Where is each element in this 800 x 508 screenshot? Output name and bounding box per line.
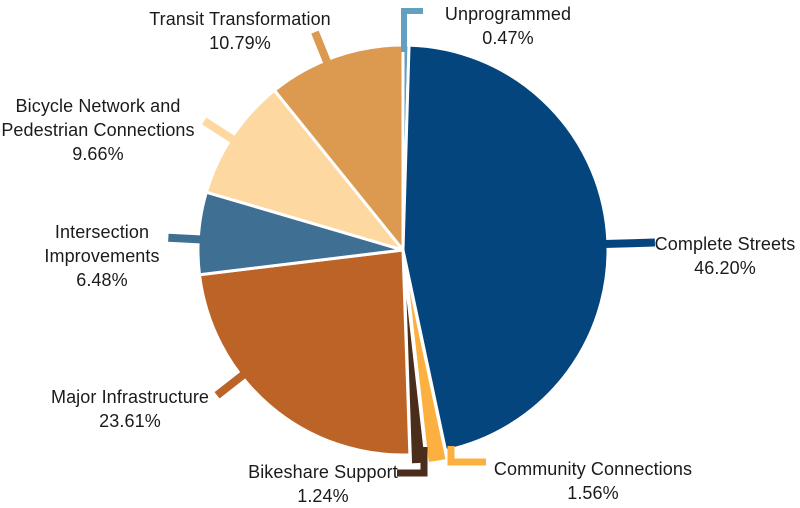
- slice-percent-text: 9.66%: [72, 144, 124, 164]
- slice-percent-text: 1.24%: [297, 486, 349, 506]
- leader-line-unprogrammed: [401, 8, 423, 52]
- slice-label-bicycle-network: Bicycle Network and Pedestrian Connectio…: [0, 94, 196, 166]
- slice-percent-text: 6.48%: [76, 270, 128, 290]
- slice-label-text: Bikeshare Support: [248, 462, 398, 482]
- pie-slice-complete-streets: [401, 43, 610, 453]
- slice-percent-text: 23.61%: [99, 411, 161, 431]
- slice-label-text: Intersection Improvements: [44, 222, 160, 266]
- leader-line-bicycle-network: [202, 117, 237, 144]
- slice-label-bikeshare-support: Bikeshare Support 1.24%: [228, 460, 418, 508]
- slice-label-major-infrastructure: Major Infrastructure 23.61%: [35, 385, 225, 433]
- slice-percent-text: 10.79%: [209, 33, 271, 53]
- leader-line-transit-transformation: [311, 30, 332, 66]
- leader-line-community-connections: [447, 446, 486, 466]
- slice-label-text: Bicycle Network and Pedestrian Connectio…: [1, 96, 195, 140]
- leader-line-bikeshare-support: [397, 447, 428, 477]
- leader-line-complete-streets: [603, 238, 656, 249]
- slice-label-text: Complete Streets: [654, 234, 796, 254]
- slice-label-text: Community Connections: [493, 459, 693, 479]
- slice-label-complete-streets: Complete Streets 46.20%: [645, 232, 800, 280]
- slice-label-unprogrammed: Unprogrammed 0.47%: [422, 2, 594, 50]
- pie-slice-major-infrastructure: [198, 248, 412, 457]
- slice-percent-text: 0.47%: [482, 28, 534, 48]
- slice-label-transit-transformation: Transit Transformation 10.79%: [128, 7, 352, 55]
- leader-line-intersection-improvements: [168, 233, 203, 244]
- slice-percent-text: 1.56%: [567, 483, 619, 503]
- pie-slice-transit-transformation: [272, 43, 405, 252]
- leader-line-major-infrastructure: [214, 370, 248, 399]
- slice-label-intersection-improvements: Intersection Improvements 6.48%: [27, 220, 177, 292]
- slice-label-text: Transit Transformation: [149, 9, 331, 29]
- slice-label-text: Unprogrammed: [444, 4, 572, 24]
- slice-label-text: Major Infrastructure: [50, 387, 210, 407]
- slice-label-community-connections: Community Connections 1.56%: [487, 457, 699, 505]
- slice-percent-text: 46.20%: [694, 258, 756, 278]
